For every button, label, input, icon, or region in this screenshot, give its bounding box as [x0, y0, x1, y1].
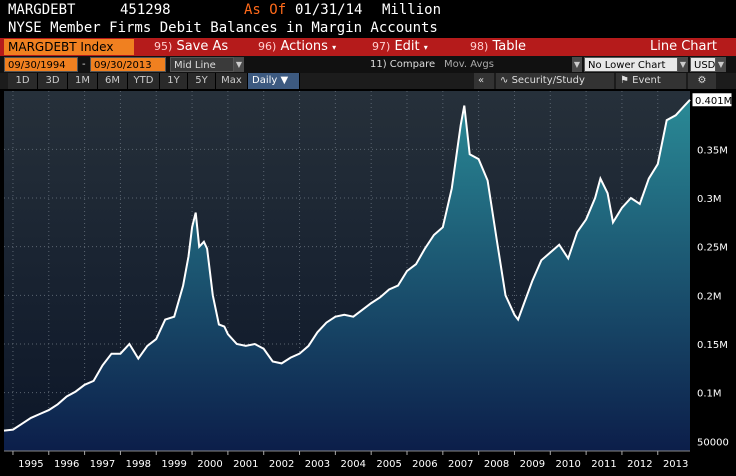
chart-study-icon: ∿: [500, 75, 509, 86]
chart-type-label[interactable]: Line Chart: [650, 39, 717, 54]
as-of-date: 01/31/14: [295, 2, 363, 18]
collapse-button[interactable]: «: [474, 73, 494, 89]
chevron-down-icon[interactable]: ▼: [678, 57, 688, 72]
edit-menu[interactable]: 97) Edit ▾: [372, 39, 428, 54]
save-as-button[interactable]: 95) Save As: [154, 39, 229, 54]
x-tick-label: 1997: [90, 459, 115, 470]
event-button[interactable]: ⚑ Event: [616, 73, 686, 89]
command-toolbar: MARGDEBT Index 95) Save As 96) Actions ▾…: [0, 38, 736, 56]
x-tick-label: 2000: [197, 459, 222, 470]
x-tick-label: 2009: [520, 459, 545, 470]
y-axis: 50000 0.1M 0.15M 0.2M 0.25M 0.3M 0.35M: [697, 145, 729, 448]
line-mode-select[interactable]: Mid Line: [170, 57, 234, 72]
range-5y[interactable]: 5Y: [188, 73, 216, 89]
x-tick-label: 2013: [663, 459, 688, 470]
y-tick-label: 0.15M: [697, 340, 728, 351]
actions-menu[interactable]: 96) Actions ▾: [258, 39, 337, 54]
chevron-down-icon[interactable]: ▼: [234, 57, 244, 72]
x-tick-label: 2002: [269, 459, 294, 470]
series-line: [3, 99, 691, 432]
ticker-label: MARGDEBT: [8, 2, 76, 18]
x-tick-label: 2001: [233, 459, 258, 470]
security-field[interactable]: MARGDEBT Index: [4, 39, 134, 55]
x-tick-label: 2012: [627, 459, 652, 470]
period-select[interactable]: Daily ▼: [248, 73, 300, 89]
y-tick-label: 0.2M: [697, 291, 722, 302]
mov-avgs-button[interactable]: Mov. Avgs: [444, 59, 494, 70]
table-button[interactable]: 98) Table: [470, 39, 527, 54]
x-tick-label: 2003: [305, 459, 330, 470]
end-date-field[interactable]: 09/30/2013: [90, 57, 166, 72]
x-tick-label: 2008: [484, 459, 509, 470]
chevron-down-icon[interactable]: ▼: [716, 57, 726, 72]
x-tick-label: 2007: [448, 459, 473, 470]
series-area: [4, 99, 690, 452]
range-3d[interactable]: 3D: [38, 73, 68, 89]
x-tick-label: 2010: [555, 459, 580, 470]
gear-icon[interactable]: ⚙: [688, 73, 716, 89]
ticker-value: 451298: [120, 2, 171, 18]
svg-text:0.401M: 0.401M: [695, 96, 732, 107]
compare-button[interactable]: 11) Compare: [370, 59, 436, 70]
chevron-down-icon: ▾: [332, 43, 337, 52]
range-1y[interactable]: 1Y: [160, 73, 188, 89]
range-row: 1D 3D 1M 6M YTD 1Y 5Y Max Daily ▼ « ∿ Se…: [0, 73, 736, 89]
range-max[interactable]: Max: [216, 73, 248, 89]
range-6m[interactable]: 6M: [98, 73, 128, 89]
units-label: Million: [382, 2, 442, 18]
y-tick-label: 0.25M: [697, 243, 728, 254]
y-tick-label: 0.1M: [697, 389, 722, 400]
chevron-down-icon: ▼: [280, 75, 289, 86]
event-icon: ⚑: [620, 75, 629, 86]
series-description: NYSE Member Firms Debit Balances in Marg…: [8, 20, 438, 36]
start-date-field[interactable]: 09/30/1994: [4, 57, 78, 72]
range-1m[interactable]: 1M: [68, 73, 98, 89]
settings-row: 09/30/1994 - 09/30/2013 Mid Line ▼ 11) C…: [0, 56, 736, 73]
x-tick-label: 1998: [126, 459, 151, 470]
security-study-button[interactable]: ∿ Security/Study: [496, 73, 614, 89]
lower-chart-select[interactable]: No Lower Chart: [584, 57, 678, 72]
header-line-1: MARGDEBT 451298 As Of 01/31/14 Million: [0, 0, 736, 20]
x-tick-label: 1996: [54, 459, 79, 470]
y-tick-label: 50000: [697, 437, 729, 448]
as-of-label: As Of: [244, 2, 287, 18]
x-tick-label: 1999: [161, 459, 186, 470]
range-ytd[interactable]: YTD: [128, 73, 160, 89]
last-value-label: 0.401M: [691, 92, 733, 108]
x-tick-label: 1995: [18, 459, 43, 470]
x-tick-label: 2005: [376, 459, 401, 470]
chevron-down-icon[interactable]: ▼: [572, 57, 582, 72]
range-1d[interactable]: 1D: [8, 73, 38, 89]
x-axis: 1995 1996 1997 1998 1999 2000 2001 2002 2003 2004…: [4, 450, 690, 470]
y-tick-label: 0.35M: [697, 145, 728, 156]
x-tick-label: 2004: [341, 459, 366, 470]
chevron-down-icon: ▾: [423, 43, 428, 52]
date-separator: -: [82, 59, 86, 70]
x-tick-label: 2011: [591, 459, 616, 470]
x-tick-label: 2006: [412, 459, 437, 470]
currency-select[interactable]: USD: [690, 57, 716, 72]
y-tick-label: 0.3M: [697, 194, 722, 205]
